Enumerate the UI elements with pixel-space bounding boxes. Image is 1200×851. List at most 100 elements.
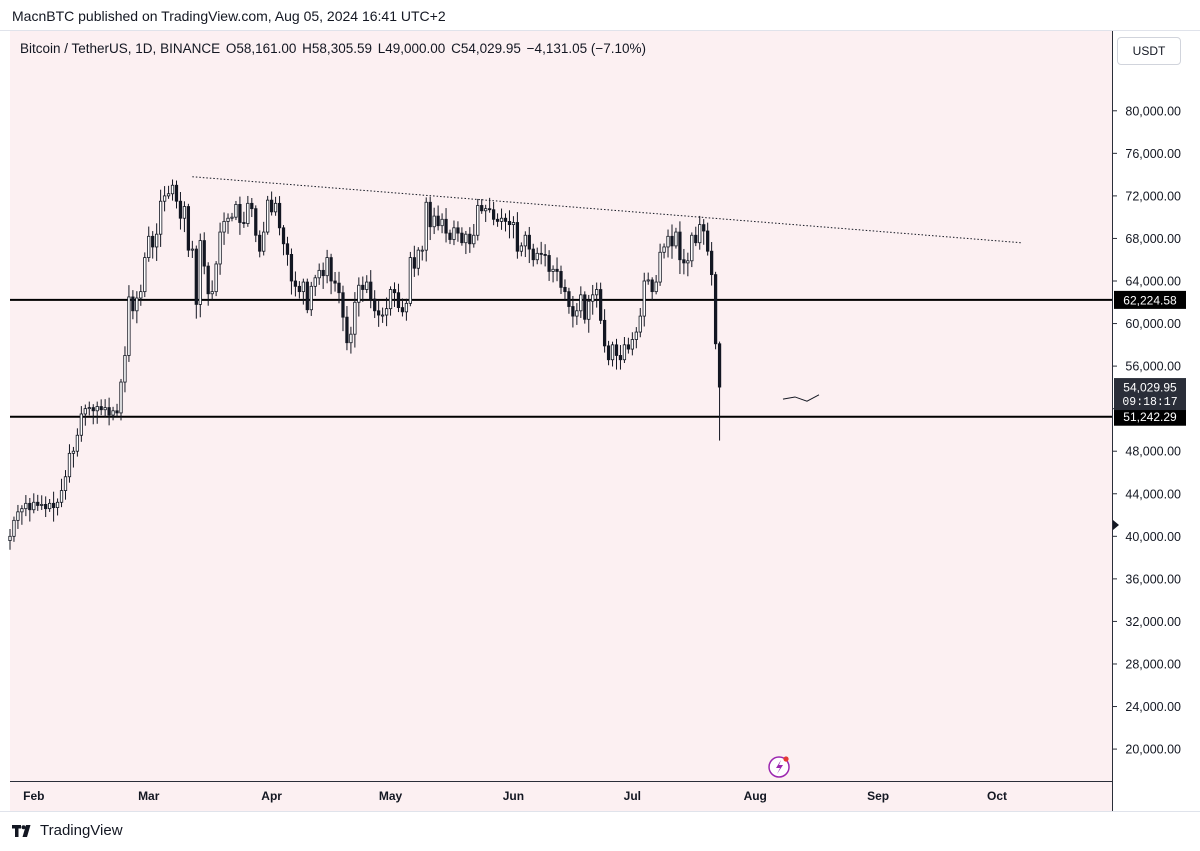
time-tick-label: Sep xyxy=(867,789,889,803)
candle-body xyxy=(694,234,698,244)
candle-body xyxy=(317,269,321,279)
candle-body xyxy=(55,501,60,508)
publisher-text: MacnBTC published on TradingView.com, Au… xyxy=(12,8,446,24)
price-tick-label: 40,000.00 xyxy=(1125,530,1181,544)
candle-body xyxy=(634,331,638,340)
candle-body xyxy=(408,257,412,304)
candle-body xyxy=(373,298,377,312)
candle-body xyxy=(159,200,163,235)
price-tick-label: 48,000.00 xyxy=(1125,445,1181,459)
price-tick-label: 44,000.00 xyxy=(1125,487,1181,501)
close-value: C54,029.95 xyxy=(451,41,521,56)
candle-body xyxy=(670,235,674,247)
price-tick-label: 28,000.00 xyxy=(1125,657,1181,671)
footer xyxy=(0,811,1200,851)
price-tick-label: 36,000.00 xyxy=(1125,572,1181,586)
candle-body xyxy=(289,254,294,282)
candle-body xyxy=(476,205,480,236)
ohlc-legend: Bitcoin / TetherUS, 1D, BINANCE O58,161.… xyxy=(20,41,648,56)
candle-body xyxy=(71,450,76,454)
candle-body xyxy=(174,184,179,202)
candle-body xyxy=(107,407,111,416)
candle-body xyxy=(682,259,686,264)
price-tick-label: 60,000.00 xyxy=(1125,317,1181,331)
candle-body xyxy=(313,277,317,287)
last-price-badge xyxy=(1114,378,1186,411)
candle-body xyxy=(365,281,369,290)
candle-body xyxy=(706,230,710,252)
low-value: L49,000.00 xyxy=(377,41,446,56)
time-axis[interactable] xyxy=(10,781,1112,812)
time-tick-label: Feb xyxy=(23,789,44,803)
candle-body xyxy=(440,218,444,227)
currency-button[interactable]: USDT xyxy=(1117,37,1181,65)
candle-body xyxy=(28,502,32,511)
candle-body xyxy=(448,232,452,240)
candle-body xyxy=(151,235,155,248)
candle-body xyxy=(400,307,405,313)
chart-pane[interactable] xyxy=(10,31,1112,811)
candle-body xyxy=(654,281,658,293)
candle-body xyxy=(123,355,127,383)
candle-body xyxy=(523,234,527,247)
candle-body xyxy=(606,345,611,361)
candle-body xyxy=(214,263,218,293)
time-tick-label: Aug xyxy=(744,789,767,803)
change-value: −4,131.05 (−7.10%) xyxy=(526,41,647,56)
candle-body xyxy=(135,297,139,312)
candle-body xyxy=(630,339,634,350)
lightning-bolt-icon xyxy=(776,760,784,774)
candle-body xyxy=(8,535,12,541)
candle-body xyxy=(79,413,83,436)
level-price-badge xyxy=(1114,290,1186,309)
descending-trendline xyxy=(192,176,1021,244)
candle-body xyxy=(717,343,722,388)
candle-body xyxy=(674,231,678,247)
candle-body xyxy=(713,274,718,345)
candle-body xyxy=(551,268,555,272)
candle-body xyxy=(194,248,198,305)
candle-body xyxy=(353,301,357,335)
candle-body xyxy=(254,208,258,236)
high-value: H58,305.59 xyxy=(302,41,372,56)
candle-body xyxy=(59,490,64,503)
candle-body xyxy=(599,289,603,321)
candle-body xyxy=(444,218,448,234)
level-price-badge xyxy=(1114,407,1186,426)
candle-body xyxy=(262,231,266,252)
publisher-header: MacnBTC published on TradingView.com, Au… xyxy=(0,0,1200,31)
candle-body xyxy=(285,243,290,255)
candle-body xyxy=(495,218,500,222)
candle-body xyxy=(575,310,579,317)
candle-body xyxy=(579,294,583,312)
price-tick-label: 20,000.00 xyxy=(1125,743,1181,757)
candle-body xyxy=(626,344,631,350)
candle-body xyxy=(420,249,424,252)
candle-body xyxy=(206,265,210,295)
candle-body xyxy=(242,222,246,224)
candle-body xyxy=(63,476,68,491)
candle-body xyxy=(36,501,40,506)
price-tick-label: 64,000.00 xyxy=(1125,275,1181,289)
level-price-label: 51,242.29 xyxy=(1123,410,1177,424)
candle-body xyxy=(460,232,464,244)
candle-body xyxy=(12,519,16,537)
candle-body xyxy=(412,257,416,269)
candle-body xyxy=(40,504,44,506)
candle-body xyxy=(618,355,623,361)
candle-body xyxy=(404,302,409,313)
candle-body xyxy=(571,306,575,317)
price-tick-label: 68,000.00 xyxy=(1125,232,1181,246)
tradingview-brand[interactable]: TradingView xyxy=(12,822,123,839)
candle-body xyxy=(131,296,135,312)
candle-body xyxy=(111,410,115,416)
price-tick-label: 80,000.00 xyxy=(1125,104,1181,118)
candle-body xyxy=(591,294,595,302)
candle-body xyxy=(614,344,619,356)
candle-body xyxy=(147,235,151,258)
candle-body xyxy=(567,291,571,307)
candle-body xyxy=(115,410,119,414)
candle-body xyxy=(515,222,520,252)
candle-body xyxy=(238,204,242,223)
